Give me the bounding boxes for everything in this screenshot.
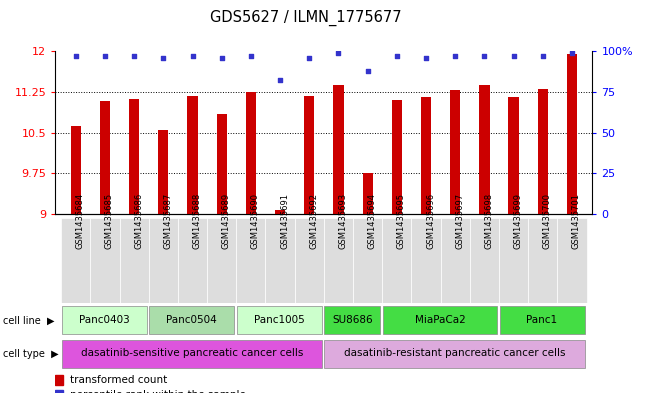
Point	[304, 55, 314, 61]
Point	[538, 53, 548, 59]
Point	[567, 50, 577, 56]
Bar	[382, 218, 411, 303]
Bar	[120, 218, 148, 303]
Text: GSM1435701: GSM1435701	[572, 193, 581, 249]
Point	[245, 53, 256, 59]
Bar	[246, 92, 256, 214]
Bar	[470, 218, 499, 303]
Text: GSM1435688: GSM1435688	[193, 193, 202, 249]
Text: GSM1435696: GSM1435696	[426, 193, 435, 249]
Bar	[217, 114, 227, 214]
Text: GSM1435697: GSM1435697	[455, 193, 464, 249]
Bar	[333, 85, 344, 214]
Text: GDS5627 / ILMN_1775677: GDS5627 / ILMN_1775677	[210, 10, 402, 26]
Text: MiaPaCa2: MiaPaCa2	[415, 315, 465, 325]
Bar	[324, 218, 353, 303]
Bar	[363, 173, 373, 214]
Text: dasatinib-sensitive pancreatic cancer cells: dasatinib-sensitive pancreatic cancer ce…	[81, 348, 303, 358]
Bar	[499, 306, 585, 334]
Text: percentile rank within the sample: percentile rank within the sample	[70, 390, 246, 393]
Bar	[100, 101, 110, 214]
Text: cell line  ▶: cell line ▶	[3, 315, 55, 325]
Bar	[557, 218, 587, 303]
Bar	[62, 340, 322, 368]
Bar	[421, 97, 431, 214]
Bar	[158, 130, 169, 214]
Point	[129, 53, 139, 59]
Bar	[353, 218, 382, 303]
Bar	[324, 306, 380, 334]
Bar	[129, 99, 139, 214]
Point	[363, 68, 373, 74]
Bar	[90, 218, 120, 303]
Bar	[62, 306, 146, 334]
Bar	[567, 54, 577, 214]
Bar	[383, 306, 497, 334]
Bar	[237, 306, 322, 334]
Point	[187, 53, 198, 59]
Bar	[187, 96, 198, 214]
Text: transformed count: transformed count	[70, 375, 167, 385]
Text: GSM1435684: GSM1435684	[76, 193, 85, 249]
Bar	[411, 218, 441, 303]
Text: SU8686: SU8686	[332, 315, 372, 325]
Text: GSM1435699: GSM1435699	[514, 193, 523, 249]
Bar	[528, 218, 557, 303]
Bar	[508, 97, 519, 214]
Text: GSM1435693: GSM1435693	[339, 193, 348, 249]
Text: GSM1435686: GSM1435686	[134, 193, 143, 249]
Bar	[392, 100, 402, 214]
Bar	[55, 375, 63, 385]
Point	[392, 53, 402, 59]
Bar	[55, 390, 63, 393]
Text: cell type  ▶: cell type ▶	[3, 349, 59, 359]
Bar	[61, 218, 90, 303]
Text: GSM1435694: GSM1435694	[368, 193, 377, 249]
Bar	[441, 218, 470, 303]
Point	[333, 50, 344, 56]
Bar	[148, 218, 178, 303]
Bar	[479, 85, 490, 214]
Point	[450, 53, 460, 59]
Point	[479, 53, 490, 59]
Point	[508, 53, 519, 59]
Point	[217, 55, 227, 61]
Text: Panc1: Panc1	[527, 315, 558, 325]
Point	[421, 55, 431, 61]
Point	[158, 55, 169, 61]
Bar	[324, 340, 585, 368]
Text: dasatinib-resistant pancreatic cancer cells: dasatinib-resistant pancreatic cancer ce…	[344, 348, 565, 358]
Bar	[236, 218, 266, 303]
Text: GSM1435687: GSM1435687	[163, 193, 173, 249]
Point	[275, 77, 285, 84]
Bar	[71, 126, 81, 214]
Text: GSM1435691: GSM1435691	[280, 193, 289, 249]
Text: GSM1435698: GSM1435698	[484, 193, 493, 249]
Bar	[266, 218, 295, 303]
Point	[70, 53, 81, 59]
Bar	[149, 306, 234, 334]
Text: GSM1435692: GSM1435692	[309, 193, 318, 249]
Text: GSM1435689: GSM1435689	[222, 193, 230, 249]
Text: GSM1435690: GSM1435690	[251, 193, 260, 249]
Text: GSM1435700: GSM1435700	[543, 193, 552, 249]
Bar	[499, 218, 528, 303]
Text: Panc0504: Panc0504	[167, 315, 217, 325]
Bar	[295, 218, 324, 303]
Point	[100, 53, 110, 59]
Bar	[538, 89, 548, 214]
Bar	[178, 218, 207, 303]
Text: GSM1435695: GSM1435695	[397, 193, 406, 249]
Text: Panc1005: Panc1005	[254, 315, 305, 325]
Text: GSM1435685: GSM1435685	[105, 193, 114, 249]
Bar	[207, 218, 236, 303]
Bar	[275, 210, 285, 214]
Text: Panc0403: Panc0403	[79, 315, 130, 325]
Bar	[450, 90, 460, 214]
Bar	[304, 95, 314, 214]
